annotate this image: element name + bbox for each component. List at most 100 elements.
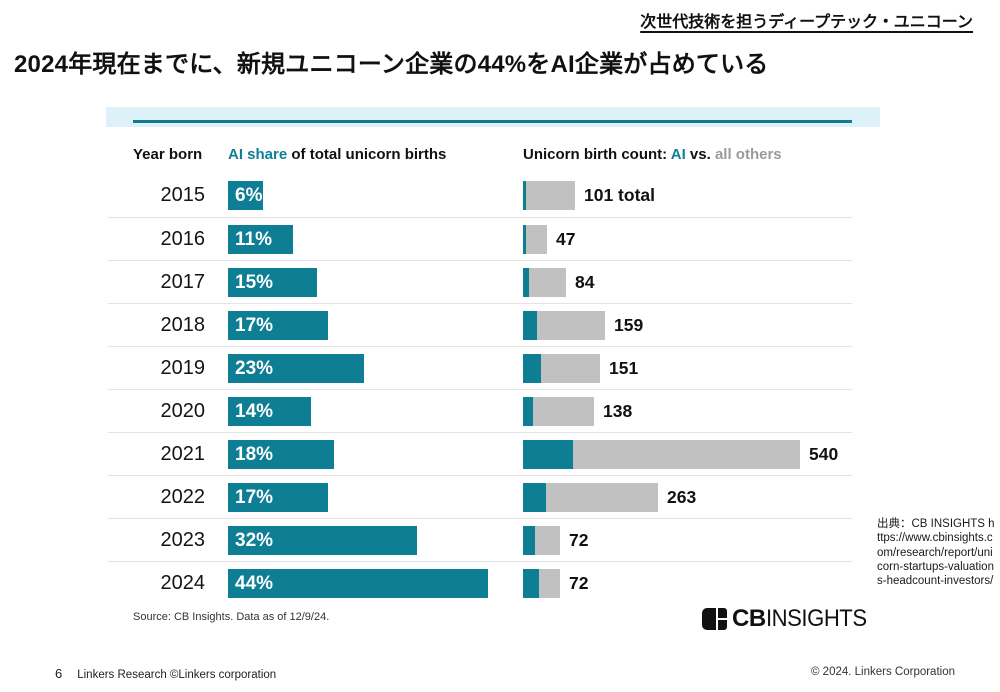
ai-share-label: 14% xyxy=(235,400,274,422)
chart-column-headers: Year born AI share of total unicorn birt… xyxy=(108,140,852,174)
ai-share-bar: 32% xyxy=(228,526,417,555)
count-bar-ai-segment xyxy=(523,440,573,469)
count-bar-ai-segment xyxy=(523,483,546,512)
year-label: 2024 xyxy=(160,572,206,594)
count-bar xyxy=(523,311,605,340)
ai-share-label: 44% xyxy=(235,572,274,594)
chart-row: 2021 18% 540 xyxy=(108,432,852,475)
col-birth-count: Unicorn birth count: AI vs. all others xyxy=(523,146,782,163)
count-group: 159 xyxy=(523,311,643,340)
ai-share-bar: 14% xyxy=(228,397,311,426)
count-bar-ai-segment xyxy=(523,181,527,210)
ai-share-label: 18% xyxy=(235,443,274,465)
count-group: 72 xyxy=(523,569,588,598)
chart-row: 2015 6% 101 total xyxy=(108,174,852,217)
chart-row: 2022 17% 263 xyxy=(108,475,852,518)
chart-row: 2018 17% 159 xyxy=(108,303,852,346)
count-bar xyxy=(523,483,658,512)
footer-left: 6 Linkers Research ©Linkers corporation xyxy=(55,666,276,681)
chart-row: 2019 23% 151 xyxy=(108,346,852,389)
col-birth-count-others: all others xyxy=(714,146,782,163)
chart-row: 2016 11% 47 xyxy=(108,217,852,260)
count-group: 151 xyxy=(523,354,638,383)
ai-share-bar: 18% xyxy=(228,440,334,469)
title-underline-band xyxy=(106,107,880,127)
slide-tag: 次世代技術を担うディープテック・ユニコーン xyxy=(640,14,973,31)
ai-share-bar: 44% xyxy=(228,569,488,598)
ai-share-bar: 15% xyxy=(228,268,317,297)
col-ai-share-rest: of total unicorn births xyxy=(287,146,447,163)
year-label: 2021 xyxy=(160,443,206,465)
count-group: 138 xyxy=(523,397,632,426)
count-bar xyxy=(523,354,600,383)
ai-share-bar: 17% xyxy=(228,311,328,340)
footer-right: © 2024. Linkers Corporation xyxy=(811,666,955,678)
ai-share-label: 17% xyxy=(235,314,274,336)
count-label: 263 xyxy=(667,487,697,507)
count-label: 72 xyxy=(569,573,589,593)
year-label: 2022 xyxy=(160,486,206,508)
page-number: 6 xyxy=(55,666,63,681)
citation-text: 出典：CB INSIGHTS https://www.cbinsights.co… xyxy=(877,518,995,587)
ai-share-label: 32% xyxy=(235,529,274,551)
chart-row: 2017 15% 84 xyxy=(108,260,852,303)
chart-rows: 2015 6% 101 total 2016 11% 47 2017 15% xyxy=(108,174,852,604)
cbinsights-logo-insights: INSIGHTS xyxy=(765,605,867,632)
col-birth-count-vs: vs. xyxy=(685,146,715,163)
ai-share-label: 23% xyxy=(235,357,274,379)
count-label: 151 xyxy=(609,358,639,378)
year-label: 2016 xyxy=(160,228,206,250)
count-bar xyxy=(523,526,560,555)
col-ai-share-accent: AI share xyxy=(228,146,288,163)
count-bar-ai-segment xyxy=(523,268,530,297)
count-group: 540 xyxy=(523,440,838,469)
count-label: 47 xyxy=(556,229,576,249)
count-bar-ai-segment xyxy=(523,225,526,254)
count-bar xyxy=(523,397,594,426)
ai-share-bar: 17% xyxy=(228,483,328,512)
cbinsights-logo-cb: CB xyxy=(732,605,766,632)
count-label: 101 total xyxy=(584,185,655,205)
count-bar xyxy=(523,181,575,210)
count-label: 84 xyxy=(575,272,595,292)
ai-share-label: 11% xyxy=(235,228,272,250)
ai-share-label: 6% xyxy=(235,184,263,206)
col-ai-share: AI share of total unicorn births xyxy=(228,146,446,163)
year-label: 2023 xyxy=(160,529,206,551)
year-label: 2015 xyxy=(160,184,206,206)
count-label: 72 xyxy=(569,530,589,550)
count-bar-ai-segment xyxy=(523,526,535,555)
count-bar-ai-segment xyxy=(523,397,533,426)
col-birth-count-prefix: Unicorn birth count: xyxy=(523,146,671,163)
count-bar-ai-segment xyxy=(523,569,540,598)
year-label: 2019 xyxy=(160,357,206,379)
count-group: 263 xyxy=(523,483,696,512)
col-year-born: Year born xyxy=(133,146,203,163)
source-note: Source: CB Insights. Data as of 12/9/24. xyxy=(133,611,330,623)
ai-share-label: 15% xyxy=(235,271,274,293)
year-label: 2018 xyxy=(160,314,206,336)
chart-row: 2024 44% 72 xyxy=(108,561,852,604)
count-bar-ai-segment xyxy=(523,354,541,383)
cbinsights-logo-icon xyxy=(702,608,727,630)
footer-left-text: Linkers Research ©Linkers corporation xyxy=(77,669,277,681)
count-bar xyxy=(523,225,547,254)
count-group: 47 xyxy=(523,225,575,254)
chart-row: 2023 32% 72 xyxy=(108,518,852,561)
unicorn-chart: Year born AI share of total unicorn birt… xyxy=(108,140,852,604)
chart-row: 2020 14% 138 xyxy=(108,389,852,432)
year-label: 2020 xyxy=(160,400,206,422)
ai-share-bar: 11% xyxy=(228,225,293,254)
count-bar xyxy=(523,268,566,297)
count-bar xyxy=(523,440,800,469)
ai-share-label: 17% xyxy=(235,486,274,508)
ai-share-bar: 6% xyxy=(228,181,263,210)
col-birth-count-ai: AI xyxy=(670,146,686,163)
ai-share-bar: 23% xyxy=(228,354,364,383)
page-title: 2024年現在までに、新規ユニコーン企業の44%をAI企業が占めている xyxy=(14,51,769,78)
count-bar xyxy=(523,569,560,598)
count-group: 101 total xyxy=(523,181,655,210)
year-label: 2017 xyxy=(160,271,206,293)
cbinsights-logo: CB INSIGHTS xyxy=(702,605,875,633)
chart-top-rule xyxy=(133,120,852,123)
